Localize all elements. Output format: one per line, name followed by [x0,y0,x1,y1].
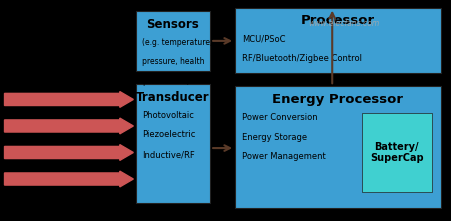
Text: Energy Storage: Energy Storage [241,133,306,142]
FancyBboxPatch shape [235,86,440,208]
Text: Piezoelectric: Piezoelectric [142,130,195,139]
Text: Power Management: Power Management [241,152,325,162]
Text: Photovoltaic: Photovoltaic [142,110,194,120]
FancyBboxPatch shape [235,8,440,73]
Text: (e.g. temperature,: (e.g. temperature, [142,38,212,47]
Text: www.elecfans.com: www.elecfans.com [307,19,378,28]
Text: Sensors: Sensors [146,18,199,31]
Text: Processor: Processor [300,14,374,27]
FancyBboxPatch shape [361,113,431,192]
Text: Transducer: Transducer [136,91,209,104]
Text: Inductive/RF: Inductive/RF [142,150,195,159]
Text: RF/Bluetooth/Zigbee Control: RF/Bluetooth/Zigbee Control [241,54,361,63]
Text: MCU/PSoC: MCU/PSoC [241,34,285,43]
FancyArrow shape [5,145,133,160]
FancyBboxPatch shape [135,11,210,71]
Text: pressure, health: pressure, health [142,57,204,67]
FancyArrow shape [5,171,133,187]
Text: parameters): parameters) [142,77,189,86]
Text: Energy Processor: Energy Processor [272,93,402,106]
Text: Battery/
SuperCap: Battery/ SuperCap [369,142,423,163]
FancyArrow shape [5,91,133,107]
FancyArrow shape [5,118,133,134]
Text: Power Conversion: Power Conversion [241,113,317,122]
FancyBboxPatch shape [135,84,210,203]
